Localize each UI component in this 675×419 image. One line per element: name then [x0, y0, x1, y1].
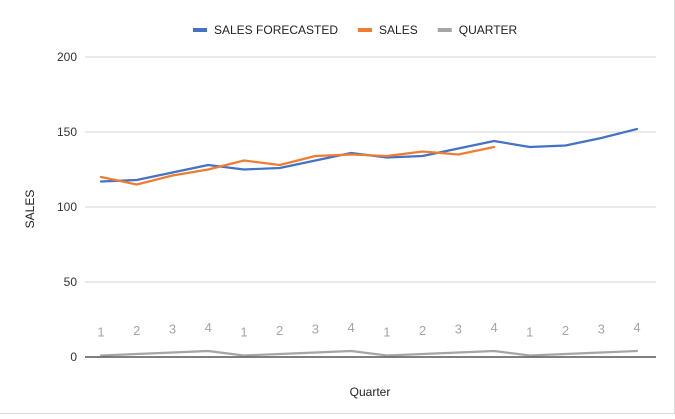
- y-tick-label: 100: [57, 200, 77, 214]
- data-label-quarter: 2: [133, 323, 140, 338]
- x-axis-label: Quarter: [350, 385, 391, 399]
- y-axis-label: SALES: [23, 190, 37, 229]
- data-label-quarter: 4: [490, 320, 497, 335]
- legend-label: QUARTER: [459, 23, 518, 37]
- series-line-sales: [99, 145, 496, 186]
- legend-label: SALES: [379, 23, 418, 37]
- y-tick-label: 200: [57, 50, 77, 64]
- data-label-quarter: 3: [455, 322, 462, 337]
- data-label-quarter: 3: [169, 322, 176, 337]
- data-label-quarter: 2: [419, 323, 426, 338]
- data-label-quarter: 1: [526, 325, 533, 340]
- gridlines: [85, 56, 656, 358]
- data-label-quarter: 1: [240, 325, 247, 340]
- data-label-quarter: 4: [205, 320, 212, 335]
- y-tick-label: 150: [57, 125, 77, 139]
- y-tick-label: 50: [64, 275, 78, 289]
- data-label-quarter: 2: [562, 323, 569, 338]
- y-axis-ticks: 0 50 100 150 200: [57, 50, 77, 364]
- data-label-quarter: 3: [598, 322, 605, 337]
- data-label-quarter: 1: [383, 325, 390, 340]
- legend-label: SALES FORECASTED: [214, 23, 338, 37]
- data-label-quarter: 4: [633, 320, 640, 335]
- data-label-quarter: 1: [97, 325, 104, 340]
- data-label-quarter: 3: [312, 322, 319, 337]
- legend: SALES FORECASTED SALES QUARTER: [193, 23, 518, 37]
- y-tick-label: 0: [70, 350, 77, 364]
- data-labels: 1 2 3 4 1 2 3 4 1 2 3 4 1 2 3 4: [97, 320, 640, 340]
- series-lines: [99, 127, 639, 357]
- data-label-quarter: 2: [276, 323, 283, 338]
- data-label-quarter: 4: [348, 320, 355, 335]
- series-line-quarter: [99, 349, 639, 357]
